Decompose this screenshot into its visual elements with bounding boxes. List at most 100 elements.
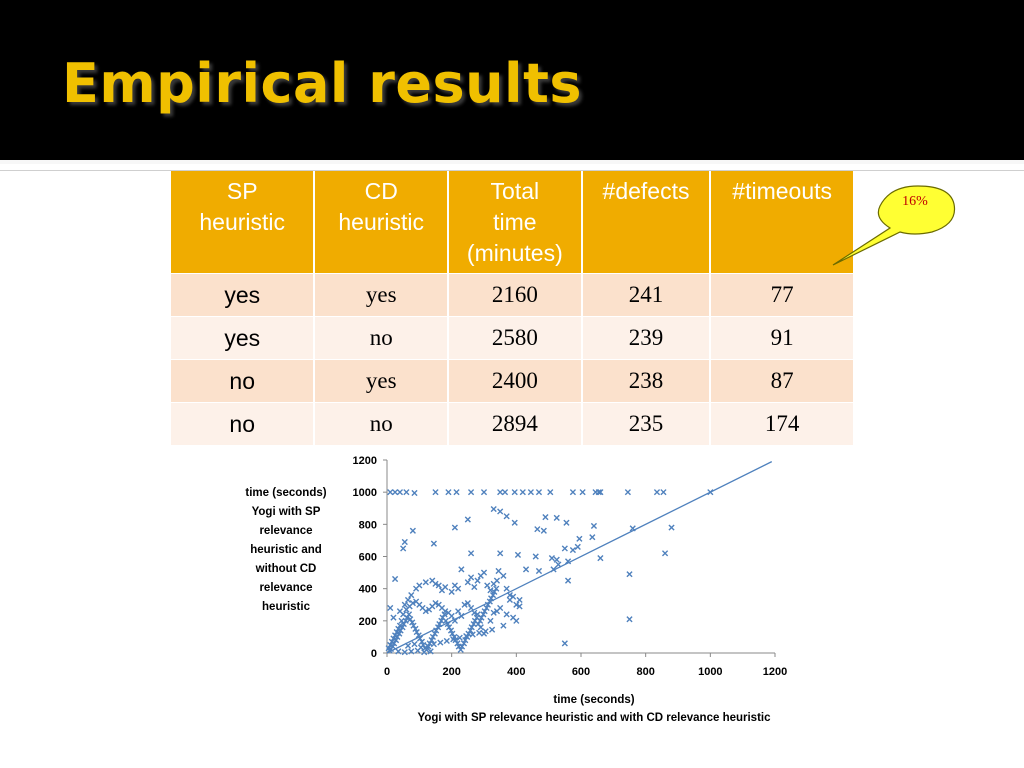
data-point — [403, 614, 411, 621]
data-point — [589, 534, 596, 541]
table-row: no yes 2400 238 87 — [171, 359, 853, 403]
data-point — [404, 642, 412, 649]
data-point — [548, 555, 555, 562]
cell-sp: yes — [171, 316, 316, 360]
data-point — [569, 489, 577, 496]
data-point — [442, 583, 449, 591]
data-point — [478, 614, 485, 621]
data-point — [516, 596, 523, 604]
y-axis-title-line: heuristic and — [250, 544, 322, 556]
header-timeouts: #timeouts — [710, 171, 853, 274]
data-point — [442, 617, 449, 624]
data-point — [484, 582, 491, 589]
data-point — [467, 489, 475, 496]
y-tick-label: 400 — [359, 584, 377, 596]
data-point — [449, 630, 456, 637]
data-point — [469, 631, 476, 638]
data-point — [477, 617, 484, 624]
data-point — [399, 624, 406, 631]
data-point — [513, 601, 520, 608]
data-point — [597, 489, 604, 496]
header-line: time — [493, 209, 537, 235]
data-point — [653, 489, 661, 496]
x-tick-label: 400 — [507, 666, 525, 678]
callout-shape — [832, 185, 956, 266]
data-point — [394, 633, 401, 641]
data-point — [411, 641, 418, 648]
data-point — [660, 489, 667, 496]
data-point — [421, 649, 428, 656]
data-point — [434, 624, 442, 631]
data-point — [411, 489, 418, 497]
data-point — [413, 628, 420, 636]
cell-defects: 241 — [581, 273, 712, 317]
data-point — [447, 627, 455, 634]
y-axis-title: time (seconds) Yogi with SP relevance heuri… — [245, 487, 326, 613]
data-point — [464, 516, 471, 523]
data-point — [483, 604, 490, 612]
cell-sp: no — [171, 402, 316, 445]
data-point — [553, 514, 560, 521]
data-point — [407, 616, 414, 623]
data-point — [396, 630, 403, 637]
data-point — [464, 600, 471, 607]
data-point — [461, 601, 468, 608]
cell-sp: yes — [171, 273, 316, 317]
results-table: SP heuristic CD heuristic Total time (mi… — [171, 171, 853, 445]
data-point — [471, 583, 478, 591]
data-point — [451, 524, 458, 531]
cell-cd: yes — [314, 273, 449, 317]
table-row: no no 2894 235 174 — [171, 402, 853, 445]
y-tick-label: 800 — [359, 519, 377, 531]
header-line: heuristic — [338, 209, 425, 235]
cell-defects: 239 — [581, 316, 712, 360]
data-point — [408, 648, 415, 655]
data-point — [540, 527, 547, 534]
data-point — [424, 642, 431, 649]
header-line: SP — [226, 178, 258, 204]
data-point — [416, 582, 423, 589]
data-point — [401, 538, 408, 546]
data-point — [392, 637, 400, 644]
header-line: heuristic — [199, 209, 286, 235]
data-point — [428, 637, 435, 644]
data-point — [486, 598, 493, 605]
data-point — [430, 641, 437, 648]
data-point — [553, 556, 560, 563]
cell-defects: 235 — [581, 402, 712, 445]
data-point — [511, 489, 518, 496]
data-point — [412, 625, 419, 632]
data-point — [460, 640, 468, 647]
data-point — [555, 561, 562, 568]
data-point — [493, 577, 501, 584]
y-tick-label: 600 — [359, 552, 377, 564]
cell-cd: no — [314, 402, 449, 445]
y-axis-title-line: relevance — [259, 525, 312, 537]
data-point — [564, 558, 572, 565]
data-point — [401, 649, 408, 656]
data-point — [433, 627, 440, 634]
x-tick-label: 1000 — [698, 666, 722, 678]
data-point — [403, 606, 410, 613]
data-point — [448, 588, 455, 595]
header-total-time: Total time (minutes) — [448, 171, 583, 274]
data-point — [391, 575, 399, 583]
data-point — [435, 582, 442, 589]
cell-cd: no — [314, 316, 449, 360]
data-point — [455, 608, 462, 615]
data-point — [490, 609, 497, 616]
x-tick-label: 1200 — [763, 666, 787, 678]
y-axis-title-line: Yogi with SP — [252, 506, 321, 518]
data-point — [453, 489, 460, 496]
data-point — [415, 632, 422, 639]
data-point — [590, 522, 598, 530]
header-line: #defects — [602, 178, 690, 204]
data-point — [387, 489, 394, 496]
data-point — [438, 617, 445, 624]
cell-total-time: 2894 — [448, 402, 583, 445]
data-point — [707, 489, 714, 496]
data-point — [513, 617, 520, 624]
data-point — [550, 566, 557, 573]
data-point — [467, 550, 475, 557]
data-point — [458, 566, 465, 573]
